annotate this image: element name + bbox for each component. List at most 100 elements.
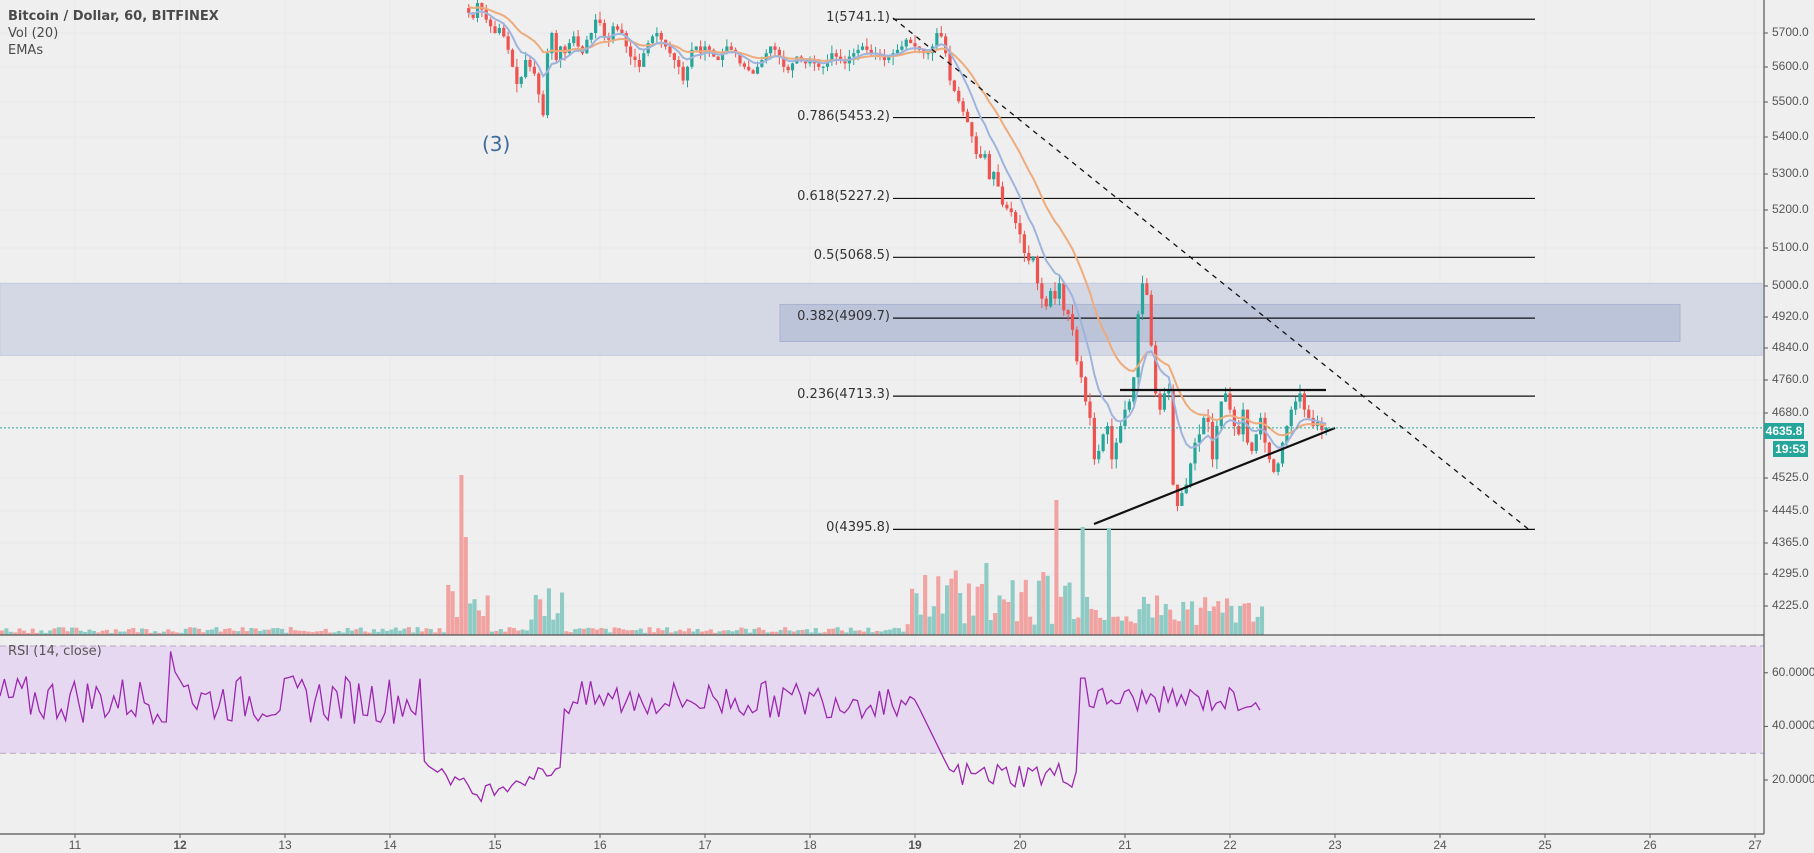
volume-bar xyxy=(1168,609,1173,635)
volume-bar xyxy=(621,629,626,635)
volume-bar xyxy=(1023,579,1028,635)
volume-bar xyxy=(866,627,871,635)
volume-bar xyxy=(83,631,88,635)
candle-body xyxy=(961,101,965,112)
volume-bar xyxy=(861,631,866,635)
candle-body xyxy=(1272,459,1276,472)
volume-bar xyxy=(1133,623,1138,635)
time-tick-label: 23 xyxy=(1328,838,1342,852)
candle-body xyxy=(541,94,545,116)
candle-body xyxy=(720,53,725,61)
volume-bar xyxy=(1041,572,1046,635)
candle-body xyxy=(926,53,930,55)
volume-bar xyxy=(218,631,223,635)
volume-bar xyxy=(1067,582,1072,635)
fib-level-label: 1(5741.1) xyxy=(826,10,890,26)
volume-bar xyxy=(1076,617,1081,635)
volume-bar xyxy=(888,629,893,635)
candle-body xyxy=(497,27,501,33)
volume-bar xyxy=(1172,619,1177,635)
candle-body xyxy=(725,46,729,54)
volume-bar xyxy=(914,593,919,635)
volume-bar xyxy=(1019,592,1024,635)
candle-body xyxy=(965,111,970,123)
volume-bar xyxy=(1185,609,1190,635)
candle-body xyxy=(957,90,961,102)
volume-bar xyxy=(1054,500,1059,635)
volume-bar xyxy=(678,629,683,635)
elliott-wave-label[interactable]: (3) xyxy=(482,132,511,156)
volume-bar xyxy=(4,628,9,635)
volume-bar xyxy=(721,630,726,635)
volume-bar xyxy=(538,599,543,635)
volume-bar xyxy=(157,632,162,635)
volume-bar xyxy=(1071,619,1076,635)
fib-level-label: 0(4395.8) xyxy=(826,520,890,536)
volume-bar xyxy=(1246,602,1251,635)
candle-body xyxy=(589,33,593,40)
volume-bar xyxy=(43,632,48,635)
volume-bar xyxy=(196,628,201,635)
volume-bar xyxy=(109,632,114,635)
volume-bar xyxy=(704,630,709,635)
volume-bar xyxy=(424,628,429,635)
candle-body xyxy=(1167,389,1171,394)
candle-body xyxy=(1228,393,1232,410)
volume-bar xyxy=(686,628,691,635)
candle-body xyxy=(852,53,856,57)
volume-bar xyxy=(468,603,473,635)
volume-bar xyxy=(245,631,250,635)
volume-bar xyxy=(332,632,337,635)
time-tick-label: 12 xyxy=(173,838,187,852)
volume-bar xyxy=(135,632,140,635)
volume-bar xyxy=(144,629,149,635)
price-tick-label: 4225.0 xyxy=(1772,598,1809,612)
volume-bar xyxy=(669,632,674,635)
volume-indicator-label[interactable]: Vol (20) xyxy=(8,26,59,41)
volume-bar xyxy=(586,627,591,635)
candle-body xyxy=(1154,345,1158,394)
fib-level-label: 0.382(4909.7) xyxy=(797,309,890,325)
volume-bar xyxy=(551,619,556,635)
volume-bar xyxy=(459,475,464,635)
volume-bar xyxy=(822,632,827,635)
volume-bar xyxy=(441,632,446,635)
symbol-title[interactable]: Bitcoin / Dollar, 60, BITFINEX xyxy=(8,9,219,24)
volume-bar xyxy=(958,593,963,635)
volume-bar xyxy=(945,585,950,635)
volume-bar xyxy=(494,630,499,635)
volume-bar xyxy=(1093,609,1098,635)
candle-body xyxy=(1044,298,1048,307)
candle-body xyxy=(484,9,488,20)
rsi-indicator-label[interactable]: RSI (14, close) xyxy=(8,644,102,659)
candle-body xyxy=(790,63,795,71)
volume-bar xyxy=(323,628,328,635)
volume-bar xyxy=(498,629,503,635)
volume-bar xyxy=(1225,598,1230,635)
volume-bar xyxy=(717,631,722,635)
candle-body xyxy=(493,26,497,33)
volume-bar xyxy=(240,627,245,635)
candle-body xyxy=(856,49,860,54)
volume-bar xyxy=(953,570,958,635)
candle-body xyxy=(1280,442,1285,464)
candle-body xyxy=(1053,290,1057,299)
volume-bar xyxy=(590,628,595,635)
volume-bar xyxy=(297,630,302,635)
candle-body xyxy=(1175,484,1180,506)
volume-bar xyxy=(1058,596,1063,635)
time-tick-label: 19 xyxy=(908,838,922,852)
volume-bar xyxy=(923,575,928,635)
candle-body xyxy=(817,63,821,67)
candle-body xyxy=(1031,256,1035,261)
ema-indicator-label[interactable]: EMAs xyxy=(8,43,44,58)
volume-bar xyxy=(437,628,442,635)
candle-body xyxy=(1259,417,1263,435)
rsi-tick-label: 40.0000 xyxy=(1772,718,1814,733)
volume-bar xyxy=(879,631,884,635)
volume-bar xyxy=(231,630,236,635)
volume-bar xyxy=(988,619,993,635)
price-tick-label: 4680.0 xyxy=(1772,405,1809,419)
candle-body xyxy=(642,53,646,67)
